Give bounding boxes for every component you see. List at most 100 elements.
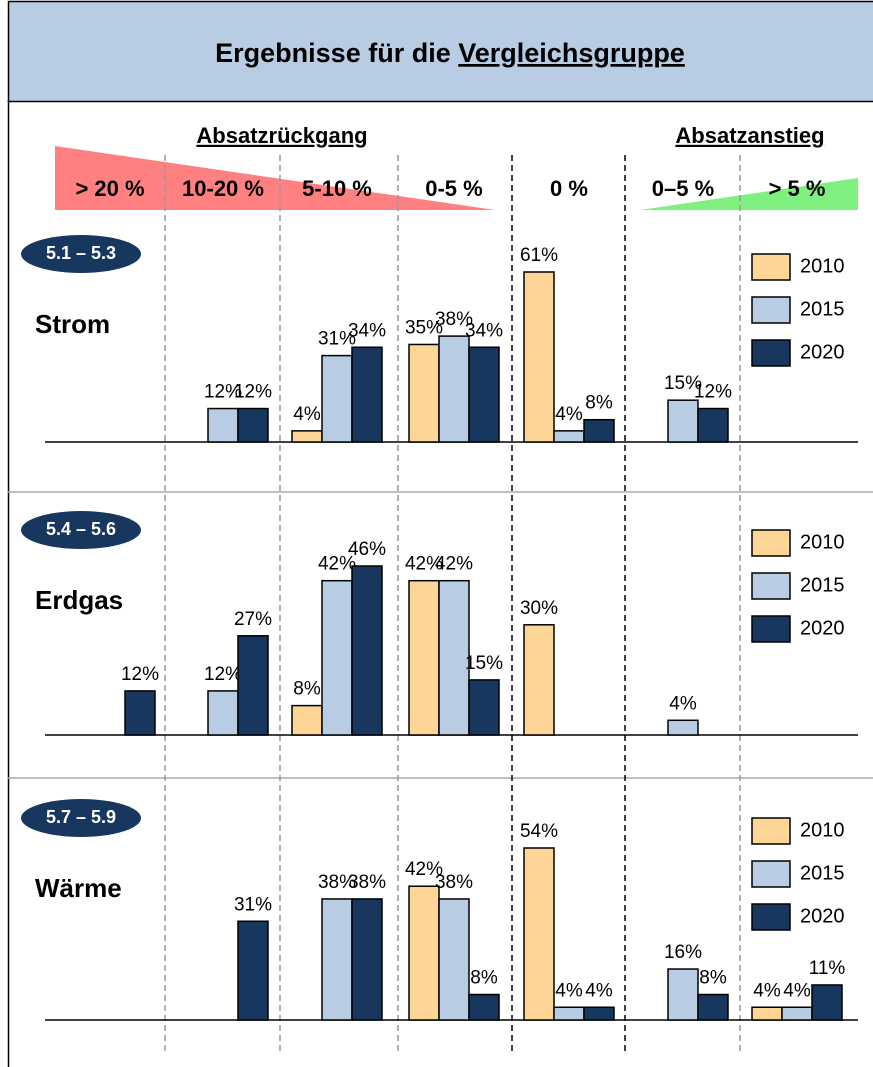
value-label: 11%	[809, 958, 846, 979]
panel-title: Erdgas	[35, 585, 123, 615]
value-label: 27%	[234, 609, 272, 630]
bar	[523, 271, 555, 443]
legend-label: 2020	[800, 905, 845, 927]
bar	[667, 719, 699, 736]
value-label: 31%	[234, 894, 272, 915]
title: Ergebnisse für die Vergleichsgruppe	[215, 38, 685, 68]
bar	[811, 984, 843, 1021]
bar	[237, 635, 269, 736]
value-label: 38%	[435, 309, 473, 330]
panel-title: Strom	[35, 309, 110, 339]
value-label: 8%	[585, 393, 613, 414]
value-label: 4%	[293, 404, 321, 425]
value-label: 4%	[669, 693, 697, 714]
category-label: 5-10 %	[302, 176, 372, 201]
badge	[21, 235, 141, 273]
legend-label: 2015	[800, 574, 845, 596]
decline-wedge	[55, 146, 495, 210]
bar	[438, 335, 470, 443]
bar	[351, 898, 383, 1021]
value-label: 12%	[234, 382, 272, 403]
title-text: Ergebnisse für die	[215, 38, 451, 68]
value-label: 30%	[520, 598, 558, 619]
badge-label: 5.7 – 5.9	[46, 807, 116, 827]
legend-label: 2020	[800, 341, 845, 363]
badge-label: 5.4 – 5.6	[46, 519, 116, 539]
category-label: 0-5 %	[425, 176, 482, 201]
bar	[697, 993, 729, 1021]
badge	[21, 799, 141, 837]
legend-swatch	[751, 253, 791, 281]
value-label: 35%	[405, 317, 443, 338]
bar	[583, 1006, 615, 1021]
category-label: 0–5 %	[652, 176, 714, 201]
legend-label: 2015	[800, 298, 845, 320]
bar	[237, 920, 269, 1021]
value-label: 38%	[318, 872, 356, 893]
bar	[697, 407, 729, 443]
value-label: 4%	[585, 980, 613, 1001]
value-label: 34%	[348, 320, 386, 341]
bar	[523, 624, 555, 736]
value-label: 61%	[520, 245, 558, 266]
bar	[291, 430, 323, 443]
legend-swatch	[751, 339, 791, 367]
value-label: 42%	[435, 554, 473, 575]
category-label: 0 %	[550, 176, 588, 201]
legend-swatch	[751, 529, 791, 557]
category-label: > 20 %	[75, 176, 144, 201]
increase-wedge	[640, 178, 858, 210]
bar	[751, 1006, 783, 1021]
bar	[438, 898, 470, 1021]
value-label: 12%	[694, 382, 732, 403]
bar	[583, 418, 615, 443]
legend-label: 2010	[800, 255, 845, 277]
value-label: 4%	[555, 404, 583, 425]
value-label: 15%	[465, 653, 503, 674]
bar	[351, 346, 383, 443]
bar	[408, 885, 440, 1021]
bar	[408, 343, 440, 443]
value-label: 12%	[121, 664, 159, 685]
value-label: 54%	[520, 821, 558, 842]
bar	[291, 704, 323, 736]
legend-label: 2020	[800, 617, 845, 639]
value-label: 38%	[348, 872, 386, 893]
bar	[207, 690, 239, 736]
value-label: 42%	[318, 554, 356, 575]
bar	[667, 968, 699, 1021]
bar	[468, 993, 500, 1021]
legend-swatch	[751, 296, 791, 324]
bar	[321, 579, 353, 736]
value-label: 38%	[435, 872, 473, 893]
panel-title: Wärme	[35, 873, 122, 903]
group-label: Absatzrückgang	[196, 123, 367, 148]
value-label: 42%	[405, 554, 443, 575]
legend-swatch	[751, 860, 791, 888]
bar	[207, 407, 239, 443]
bar	[408, 579, 440, 736]
legend-swatch	[751, 572, 791, 600]
legend-label: 2010	[800, 531, 845, 553]
title-underlined: Vergleichsgruppe	[458, 38, 685, 68]
legend-label: 2015	[800, 862, 845, 884]
value-label: 8%	[699, 968, 727, 989]
value-label: 12%	[204, 664, 242, 685]
bar	[468, 346, 500, 443]
value-label: 46%	[348, 539, 386, 560]
bar	[553, 430, 585, 443]
bar	[667, 399, 699, 443]
value-label: 4%	[555, 980, 583, 1001]
value-label: 8%	[470, 968, 498, 989]
bar	[523, 847, 555, 1021]
bar	[553, 1006, 585, 1021]
bar	[351, 565, 383, 736]
bar	[438, 579, 470, 736]
value-label: 4%	[783, 980, 811, 1001]
bar	[237, 407, 269, 443]
badge	[21, 511, 141, 549]
bar	[321, 898, 353, 1021]
value-label: 8%	[293, 679, 321, 700]
legend-swatch	[751, 817, 791, 845]
